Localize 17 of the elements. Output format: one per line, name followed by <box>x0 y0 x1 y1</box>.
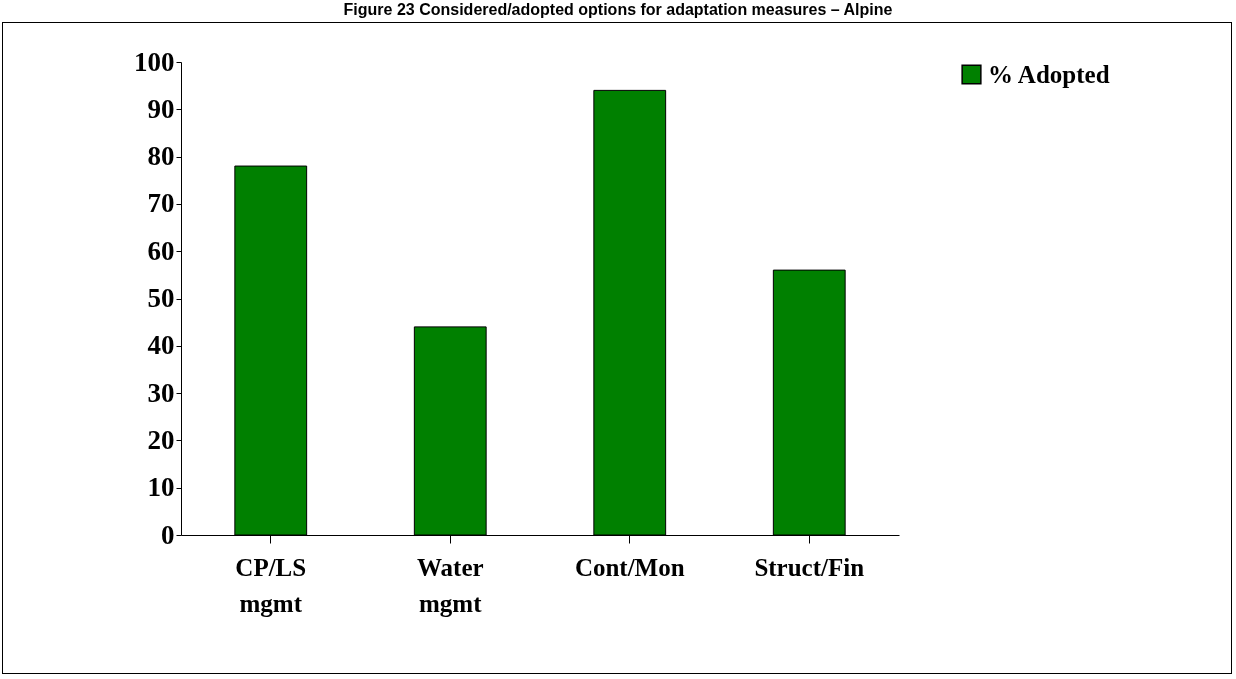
chart-title: Figure 23 Considered/adopted options for adaptation measures – Alpine <box>342 0 894 20</box>
x-tick-label: Struct/Fin <box>754 553 865 581</box>
y-tick-label: 0 <box>161 519 175 550</box>
y-tick-label: 70 <box>147 188 175 219</box>
x-tick-label: CP/LS mgmt <box>235 553 307 617</box>
x-tick-label: Cont/Mon <box>574 553 685 581</box>
y-tick-label: 60 <box>147 235 175 266</box>
y-tick-label: 90 <box>147 93 175 124</box>
y-tick-label: 40 <box>147 330 175 361</box>
y-tick-label: 20 <box>147 424 175 455</box>
y-tick-label: 100 <box>134 46 175 77</box>
legend-label: % Adopted <box>988 60 1110 88</box>
y-tick-label: 30 <box>147 377 175 408</box>
y-tick-label: 80 <box>147 141 175 172</box>
x-tick-label: Water mgmt <box>416 553 484 617</box>
y-tick-label: 10 <box>147 472 175 503</box>
y-tick-label: 50 <box>147 283 175 313</box>
